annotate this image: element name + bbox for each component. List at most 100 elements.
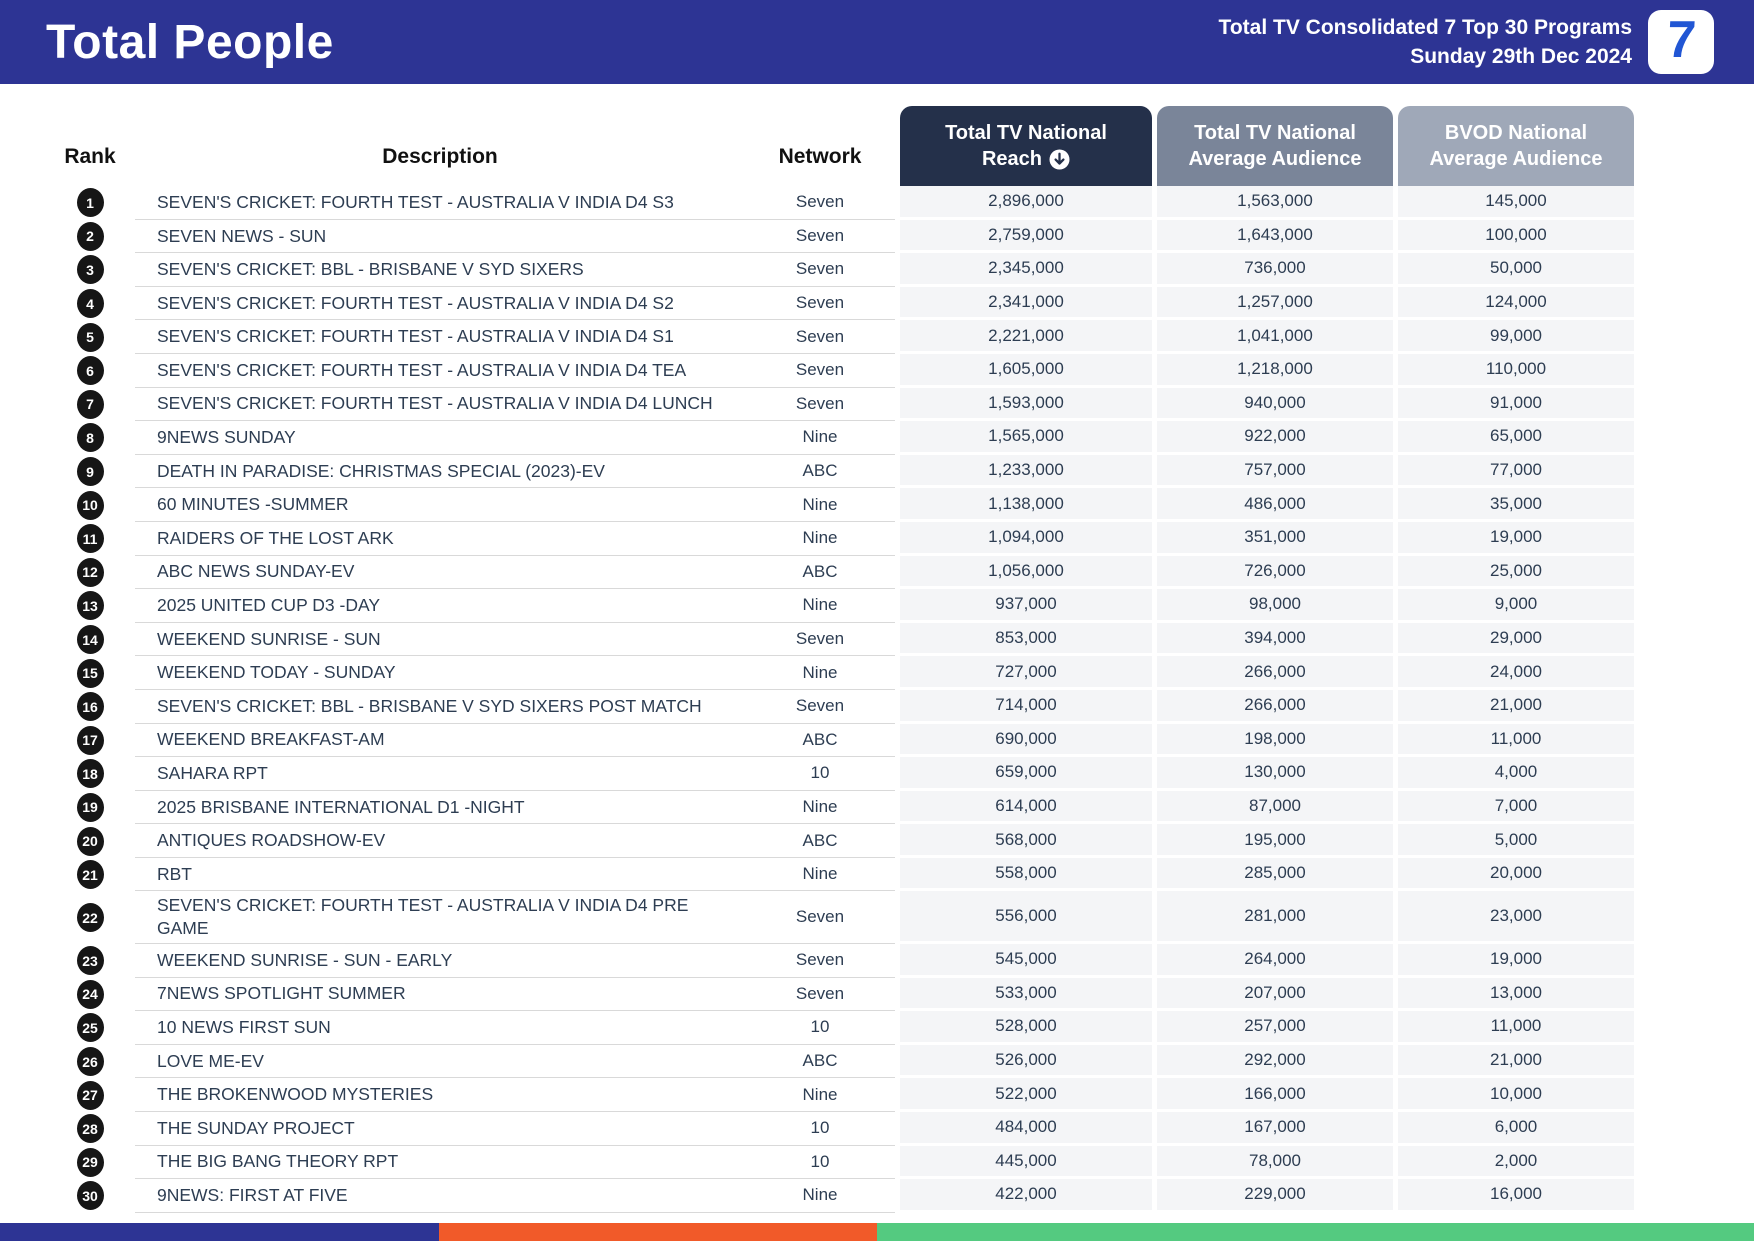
total-tv-national-reach-value: 528,000 — [900, 1011, 1152, 1045]
program-network: Nine — [745, 589, 895, 623]
rank-badge: 29 — [76, 1147, 104, 1177]
footer-bar-green-segment — [877, 1223, 1754, 1241]
program-network: Seven — [745, 220, 895, 254]
total-tv-national-reach-value: 2,896,000 — [900, 186, 1152, 220]
column-header-total-tv-reach[interactable]: Total TV National Reach — [900, 106, 1152, 186]
program-description: THE SUNDAY PROJECT — [135, 1112, 745, 1146]
total-tv-national-reach-value: 1,593,000 — [900, 387, 1152, 422]
bvod-national-average-audience-value: 50,000 — [1398, 253, 1634, 287]
total-tv-national-reach-value: 484,000 — [900, 1111, 1152, 1146]
program-description: SEVEN'S CRICKET: FOURTH TEST - AUSTRALIA… — [135, 354, 745, 388]
program-network: Seven — [745, 253, 895, 287]
total-tv-national-average-audience-value: 266,000 — [1157, 689, 1393, 724]
rank-number: 29 — [82, 1154, 98, 1171]
rank-badge: 27 — [76, 1080, 104, 1110]
rank-badge: 21 — [76, 860, 104, 890]
program-description: WEEKEND BREAKFAST-AM — [135, 724, 745, 758]
total-tv-national-reach-value: 727,000 — [900, 656, 1152, 690]
program-description: THE BIG BANG THEORY RPT — [135, 1146, 745, 1180]
rank-number: 1 — [86, 194, 94, 211]
program-description: RBT — [135, 858, 745, 892]
table-row: 21 RBT Nine 558,000 285,000 20,000 — [45, 857, 1639, 892]
seven-network-logo: 7 — [1648, 10, 1714, 74]
total-tv-national-reach-value: 526,000 — [900, 1044, 1152, 1079]
total-tv-national-average-audience-value: 195,000 — [1157, 824, 1393, 858]
rank-number: 24 — [82, 986, 98, 1003]
program-network: Nine — [745, 656, 895, 690]
program-network: Seven — [745, 388, 895, 422]
program-network: Nine — [745, 421, 895, 455]
total-tv-national-reach-value: 1,233,000 — [900, 454, 1152, 489]
table-row: 5 SEVEN'S CRICKET: FOURTH TEST - AUSTRAL… — [45, 320, 1639, 354]
table-row: 17 WEEKEND BREAKFAST-AM ABC 690,000 198,… — [45, 723, 1639, 758]
footer-bar-orange-segment — [438, 1223, 877, 1241]
rank-number: 6 — [86, 362, 94, 379]
sort-descending-icon[interactable] — [1049, 149, 1070, 170]
program-network: Seven — [745, 891, 895, 944]
table-row: 18 SAHARA RPT 10 659,000 130,000 4,000 — [45, 757, 1639, 791]
program-network: Nine — [745, 791, 895, 825]
total-tv-national-average-audience-value: 736,000 — [1157, 253, 1393, 287]
total-tv-national-average-audience-value: 726,000 — [1157, 555, 1393, 590]
program-description: SEVEN'S CRICKET: BBL - BRISBANE V SYD SI… — [135, 690, 745, 724]
rank-number: 25 — [82, 1019, 98, 1036]
total-tv-national-average-audience-value: 257,000 — [1157, 1011, 1393, 1045]
rank-number: 30 — [82, 1187, 98, 1204]
column-header-bvod-average-audience[interactable]: BVOD National Average Audience — [1398, 106, 1634, 186]
rank-number: 12 — [82, 564, 98, 581]
program-description: WEEKEND SUNRISE - SUN - EARLY — [135, 944, 745, 978]
program-network: 10 — [745, 1146, 895, 1180]
bvod-national-average-audience-value: 100,000 — [1398, 219, 1634, 254]
total-tv-national-reach-value: 1,605,000 — [900, 353, 1152, 388]
program-description: WEEKEND TODAY - SUNDAY — [135, 656, 745, 690]
rank-number: 7 — [86, 396, 94, 413]
total-tv-national-average-audience-value: 264,000 — [1157, 943, 1393, 978]
rank-badge: 6 — [76, 356, 104, 386]
total-tv-national-average-audience-value: 130,000 — [1157, 757, 1393, 791]
program-network: Seven — [745, 354, 895, 388]
total-tv-national-reach-value: 556,000 — [900, 891, 1152, 944]
total-tv-national-average-audience-value: 1,218,000 — [1157, 353, 1393, 388]
program-description: 9NEWS SUNDAY — [135, 421, 745, 455]
total-tv-national-reach-value: 545,000 — [900, 943, 1152, 978]
program-description: DEATH IN PARADISE: CHRISTMAS SPECIAL (20… — [135, 455, 745, 489]
report-date: Sunday 29th Dec 2024 — [1410, 45, 1632, 68]
column-header-rank: Rank — [64, 145, 116, 168]
rank-badge: 14 — [76, 625, 104, 655]
total-tv-national-average-audience-value: 281,000 — [1157, 891, 1393, 944]
table-row: 10 60 MINUTES -SUMMER Nine 1,138,000 486… — [45, 488, 1639, 522]
rank-number: 15 — [82, 665, 98, 682]
total-tv-national-reach-value: 558,000 — [900, 857, 1152, 892]
bvod-national-average-audience-value: 124,000 — [1398, 286, 1634, 321]
bvod-national-average-audience-value: 4,000 — [1398, 757, 1634, 791]
rank-number: 3 — [86, 261, 94, 278]
rank-number: 22 — [82, 909, 98, 926]
table-row: 6 SEVEN'S CRICKET: FOURTH TEST - AUSTRAL… — [45, 353, 1639, 388]
total-tv-national-reach-value: 533,000 — [900, 977, 1152, 1012]
table-row: 19 2025 BRISBANE INTERNATIONAL D1 -NIGHT… — [45, 790, 1639, 825]
rank-badge: 18 — [76, 759, 104, 789]
total-tv-national-average-audience-value: 229,000 — [1157, 1179, 1393, 1213]
bvod-national-average-audience-value: 10,000 — [1398, 1078, 1634, 1112]
report-name: Total TV Consolidated 7 Top 30 Programs — [1218, 16, 1632, 39]
table-row: 8 9NEWS SUNDAY Nine 1,565,000 922,000 65… — [45, 421, 1639, 455]
rank-number: 9 — [86, 463, 94, 480]
table-row: 16 SEVEN'S CRICKET: BBL - BRISBANE V SYD… — [45, 689, 1639, 724]
program-description: RAIDERS OF THE LOST ARK — [135, 522, 745, 556]
total-tv-national-reach-value: 1,138,000 — [900, 488, 1152, 522]
total-tv-national-average-audience-value: 167,000 — [1157, 1111, 1393, 1146]
total-tv-national-reach-value: 2,341,000 — [900, 286, 1152, 321]
program-network: 10 — [745, 757, 895, 791]
bvod-national-average-audience-value: 11,000 — [1398, 1011, 1634, 1045]
bvod-national-average-audience-value: 23,000 — [1398, 891, 1634, 944]
rank-badge: 8 — [76, 423, 104, 453]
table-row: 1 SEVEN'S CRICKET: FOURTH TEST - AUSTRAL… — [45, 186, 1639, 220]
column-header-total-tv-average-audience[interactable]: Total TV National Average Audience — [1157, 106, 1393, 186]
table-row: 25 10 NEWS FIRST SUN 10 528,000 257,000 … — [45, 1011, 1639, 1045]
total-tv-national-reach-value: 568,000 — [900, 824, 1152, 858]
bvod-national-average-audience-value: 77,000 — [1398, 454, 1634, 489]
table-row: 24 7NEWS SPOTLIGHT SUMMER Seven 533,000 … — [45, 977, 1639, 1012]
bvod-national-average-audience-value: 21,000 — [1398, 689, 1634, 724]
bvod-national-average-audience-value: 24,000 — [1398, 656, 1634, 690]
total-tv-national-average-audience-value: 166,000 — [1157, 1078, 1393, 1112]
